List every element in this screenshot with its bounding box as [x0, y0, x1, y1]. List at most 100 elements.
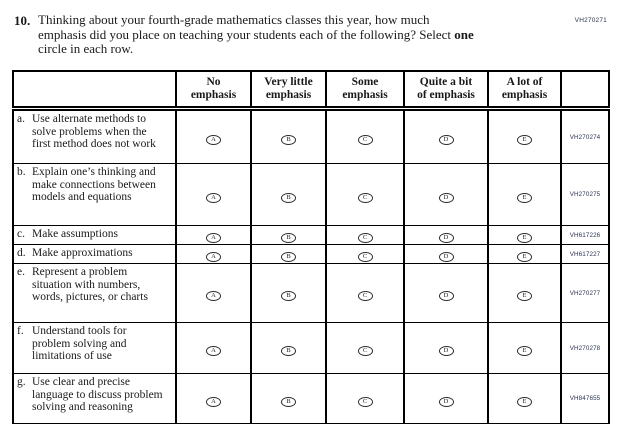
option-cell: E: [487, 163, 562, 226]
option-cell: B: [250, 322, 327, 374]
header-quite-a-bit-emphasis: Quite a bit of emphasis: [403, 69, 489, 111]
oval-a-lot-emphasis[interactable]: E: [517, 346, 532, 357]
option-cell: E: [487, 108, 562, 164]
row-text: Understand tools for problem solving and…: [32, 325, 127, 362]
option-cell: D: [403, 322, 489, 374]
oval-no-emphasis[interactable]: A: [206, 396, 221, 407]
oval-quite-a-bit-emphasis[interactable]: D: [438, 291, 454, 302]
oval-no-emphasis[interactable]: A: [206, 233, 221, 244]
oval-some-emphasis[interactable]: C: [357, 233, 373, 244]
option-cell: E: [487, 322, 562, 374]
oval-no-emphasis[interactable]: A: [206, 291, 221, 302]
table-row-d: d. Make approximations A B C D E VH61722…: [12, 244, 610, 264]
row-label: c. Make assumptions: [12, 225, 177, 245]
row-letter: g.: [17, 376, 26, 388]
row-letter: e.: [17, 266, 25, 278]
question-number: 10.: [14, 13, 31, 28]
oval-a-lot-emphasis[interactable]: E: [517, 252, 532, 263]
oval-some-emphasis[interactable]: C: [357, 252, 373, 263]
option-cell: E: [487, 263, 562, 323]
oval-a-lot-emphasis[interactable]: E: [517, 192, 532, 203]
question-block: 10. Thinking about your fourth-grade mat…: [14, 12, 621, 57]
option-cell: C: [325, 263, 405, 323]
option-cell: D: [403, 244, 489, 264]
form-item-code: VH270271: [574, 17, 607, 24]
row-label: e. Represent a problem situation with nu…: [12, 263, 177, 323]
row-text: Use clear and precise language to discus…: [32, 376, 163, 413]
oval-some-emphasis[interactable]: C: [357, 135, 373, 146]
header-some-emphasis: Some emphasis: [325, 69, 405, 111]
option-cell: A: [175, 244, 252, 264]
table-row-e: e. Represent a problem situation with nu…: [12, 263, 610, 323]
table-row-a: a. Use alternate methods to solve proble…: [12, 108, 610, 164]
oval-quite-a-bit-emphasis[interactable]: D: [438, 192, 454, 203]
oval-quite-a-bit-emphasis[interactable]: D: [438, 252, 454, 263]
header-very-little-emphasis: Very little emphasis: [250, 69, 327, 111]
option-cell: B: [250, 263, 327, 323]
oval-quite-a-bit-emphasis[interactable]: D: [438, 396, 454, 407]
row-letter: b.: [17, 166, 26, 178]
oval-quite-a-bit-emphasis[interactable]: D: [438, 346, 454, 357]
oval-very-little-emphasis[interactable]: B: [281, 192, 296, 203]
row-code: VH270274: [560, 108, 610, 164]
header-row: No emphasis Very little emphasis Some empha…: [12, 69, 610, 111]
row-letter: a.: [17, 113, 25, 125]
row-text: Use alternate methods to solve problems …: [32, 113, 156, 150]
oval-very-little-emphasis[interactable]: B: [281, 396, 296, 407]
oval-a-lot-emphasis[interactable]: E: [517, 233, 532, 244]
row-text: Represent a problem situation with numbe…: [32, 266, 148, 303]
oval-no-emphasis[interactable]: A: [206, 346, 221, 357]
option-cell: B: [250, 373, 327, 424]
option-cell: D: [403, 108, 489, 164]
oval-very-little-emphasis[interactable]: B: [281, 291, 296, 302]
table-row-b: b. Explain one’s thinking and make conne…: [12, 163, 610, 226]
question-line-1: Thinking about your fourth-grade mathema…: [38, 12, 430, 27]
row-code: VH617226: [560, 225, 610, 245]
header-a-lot-emphasis: A lot of emphasis: [487, 69, 562, 111]
oval-some-emphasis[interactable]: C: [357, 346, 373, 357]
oval-a-lot-emphasis[interactable]: E: [517, 135, 532, 146]
row-label: a. Use alternate methods to solve proble…: [12, 108, 177, 164]
oval-some-emphasis[interactable]: C: [357, 192, 373, 203]
option-cell: D: [403, 263, 489, 323]
option-cell: A: [175, 322, 252, 374]
row-label: g. Use clear and precise language to dis…: [12, 373, 177, 424]
oval-very-little-emphasis[interactable]: B: [281, 135, 296, 146]
oval-a-lot-emphasis[interactable]: E: [517, 396, 532, 407]
oval-very-little-emphasis[interactable]: B: [281, 346, 296, 357]
row-code: VH617227: [560, 244, 610, 264]
oval-quite-a-bit-emphasis[interactable]: D: [438, 135, 454, 146]
row-code: VH270275: [560, 163, 610, 226]
option-cell: C: [325, 108, 405, 164]
option-cell: B: [250, 163, 327, 226]
option-cell: E: [487, 244, 562, 264]
question-bold-word: one: [454, 26, 474, 42]
table-row-c: c. Make assumptions A B C D E VH617226: [12, 225, 610, 245]
option-cell: B: [250, 108, 327, 164]
oval-no-emphasis[interactable]: A: [206, 192, 221, 203]
row-code: VH270277: [560, 263, 610, 323]
oval-a-lot-emphasis[interactable]: E: [517, 291, 532, 302]
oval-some-emphasis[interactable]: C: [357, 396, 373, 407]
oval-quite-a-bit-emphasis[interactable]: D: [438, 233, 454, 244]
option-cell: B: [250, 244, 327, 264]
option-cell: A: [175, 225, 252, 245]
option-cell: C: [325, 373, 405, 424]
option-cell: A: [175, 263, 252, 323]
oval-some-emphasis[interactable]: C: [357, 291, 373, 302]
oval-no-emphasis[interactable]: A: [206, 252, 221, 263]
table-row-g: g. Use clear and precise language to dis…: [12, 373, 610, 424]
option-cell: C: [325, 225, 405, 245]
row-label: b. Explain one’s thinking and make conne…: [12, 163, 177, 226]
oval-very-little-emphasis[interactable]: B: [281, 233, 296, 244]
oval-no-emphasis[interactable]: A: [206, 135, 221, 146]
row-letter: f.: [17, 325, 24, 337]
question-text: Thinking about your fourth-grade mathema…: [38, 12, 598, 57]
option-cell: A: [175, 373, 252, 424]
oval-very-little-emphasis[interactable]: B: [281, 252, 296, 263]
row-text: Make approximations: [32, 247, 133, 259]
row-label: d. Make approximations: [12, 244, 177, 264]
question-line-2: emphasis did you place on teaching your …: [38, 26, 451, 42]
row-code: VH847655: [560, 373, 610, 424]
option-cell: E: [487, 225, 562, 245]
